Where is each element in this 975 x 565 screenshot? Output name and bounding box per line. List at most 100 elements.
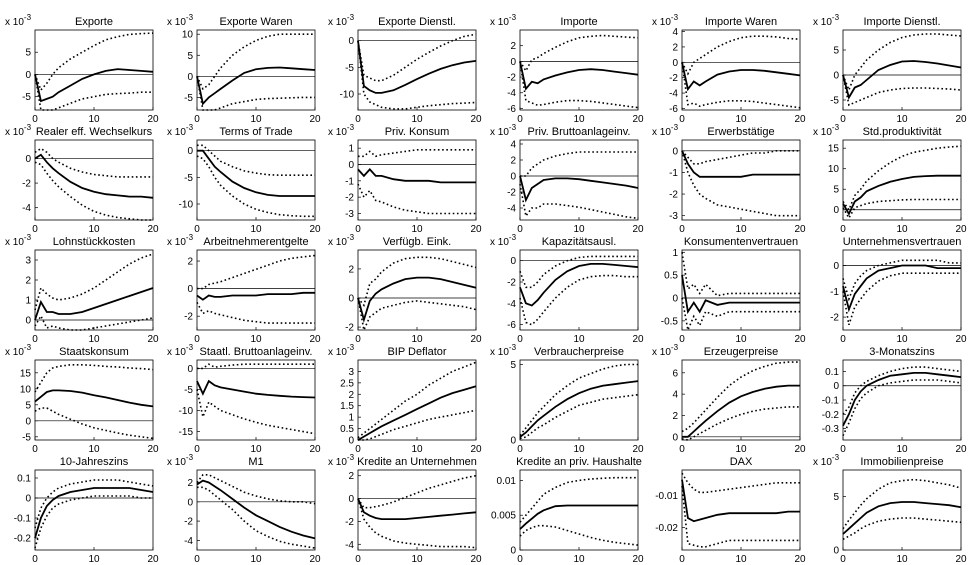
exponent-label: x 10-3 xyxy=(5,123,32,138)
response-line xyxy=(357,168,476,184)
axes-frame xyxy=(681,359,801,441)
y-tick-label: 6 xyxy=(672,368,678,379)
panel-title: 3-Monatszins xyxy=(869,346,935,358)
x-tick-label: 20 xyxy=(794,444,806,455)
upper-band-line xyxy=(34,147,153,178)
y-tick-label: -2 xyxy=(507,278,516,289)
x-tick-label: 20 xyxy=(470,554,482,565)
y-tick-label: 0 xyxy=(348,436,354,447)
exponent-label: x 10-3 xyxy=(813,13,840,28)
x-tick-label: 0 xyxy=(194,114,200,125)
panel-title: Staatl. Bruttoanlageinv. xyxy=(200,346,313,358)
y-tick-label: 0.1 xyxy=(17,474,31,485)
response-line xyxy=(842,264,961,313)
axes-frame xyxy=(842,139,962,221)
y-tick-label: 0 xyxy=(348,160,354,171)
y-tick-label: -10 xyxy=(179,200,194,211)
y-tick-label: 2 xyxy=(348,390,354,401)
y-tick-label: 1 xyxy=(25,296,31,307)
y-tick-label: -5 xyxy=(22,92,31,103)
exponent-label: x 10-3 xyxy=(652,123,679,138)
lower-band-line xyxy=(34,74,153,111)
panel-title: DAX xyxy=(730,456,753,468)
upper-band-line xyxy=(357,256,477,308)
response-line xyxy=(34,68,154,103)
upper-band-line xyxy=(842,259,961,302)
x-tick-label: 10 xyxy=(411,444,423,455)
x-tick-label: 10 xyxy=(735,554,747,565)
panel-title: Importe Waren xyxy=(705,16,777,28)
axes-frame xyxy=(519,249,639,331)
x-tick-label: 20 xyxy=(470,224,482,235)
axes-frame xyxy=(357,29,477,111)
response-line xyxy=(357,276,477,324)
y-tick-label: -15 xyxy=(179,427,194,438)
lower-band-line xyxy=(519,183,639,220)
y-tick-label: 5 xyxy=(833,185,839,196)
y-tick-label: 4 xyxy=(672,27,678,38)
exponent-label: x 10-3 xyxy=(167,13,194,28)
panel-title: Verfügb. Eink. xyxy=(383,236,452,248)
exponent-label: x 10-3 xyxy=(652,13,679,28)
y-tick-label: 0 xyxy=(348,494,354,505)
response-line xyxy=(196,479,316,540)
response-line xyxy=(357,385,477,441)
upper-band-line xyxy=(842,145,962,212)
x-tick-label: 10 xyxy=(573,114,585,125)
x-tick-label: 10 xyxy=(411,224,423,235)
exponent-label: x 10-3 xyxy=(5,233,32,248)
panel-17: Unternehmensvertrauen -2 -1 0 0 10 20 xyxy=(830,236,967,345)
y-tick-label: 10 xyxy=(828,164,840,175)
y-tick-label: 2 xyxy=(25,276,31,287)
y-tick-label: 0 xyxy=(510,436,516,447)
panel-title: Unternehmensvertrauen xyxy=(843,236,962,248)
y-tick-label: -4 xyxy=(184,536,193,547)
x-tick-label: 20 xyxy=(309,444,321,455)
y-tick-label: 10 xyxy=(182,30,194,41)
x-tick-label: 20 xyxy=(632,334,644,345)
y-tick-label: -0.3 xyxy=(822,424,840,435)
y-tick-label: 0 xyxy=(25,494,31,505)
x-tick-label: 0 xyxy=(517,554,523,565)
axes-frame xyxy=(519,469,639,551)
upper-band-line xyxy=(34,32,154,92)
y-tick-label: 0 xyxy=(25,154,31,165)
x-tick-label: 10 xyxy=(88,444,100,455)
x-tick-label: 10 xyxy=(411,554,423,565)
lower-band-line xyxy=(842,379,962,437)
lower-band-line xyxy=(34,495,153,549)
lower-band-line xyxy=(357,498,477,549)
upper-band-line xyxy=(842,478,962,530)
panel-28: DAX -0.02 -0.01 0 10 20 xyxy=(655,456,806,565)
upper-band-line xyxy=(842,33,962,93)
y-tick-label: -5 xyxy=(830,96,839,107)
response-line xyxy=(196,66,316,106)
y-tick-label: 1.5 xyxy=(340,401,354,412)
y-tick-label: -2 xyxy=(669,190,678,201)
x-tick-label: 10 xyxy=(735,334,747,345)
response-line xyxy=(519,380,639,438)
panel-title: Erwerbstätige xyxy=(707,126,774,138)
x-tick-label: 10 xyxy=(573,334,585,345)
exponent-label: x 10-3 xyxy=(167,343,194,358)
y-tick-label: 5 xyxy=(187,51,193,62)
y-tick-label: 0 xyxy=(833,261,839,272)
y-tick-label: 2 xyxy=(510,156,516,167)
exponent-label: x 10-3 xyxy=(167,233,194,248)
panel-4: Importe Waren x 10-3 -6 -4 -2 0 2 4 0 10 20 xyxy=(652,13,806,125)
upper-band-line xyxy=(197,254,316,290)
response-line xyxy=(681,274,800,315)
y-tick-label: 0 xyxy=(187,284,193,295)
x-tick-label: 0 xyxy=(679,224,685,235)
response-line xyxy=(34,153,154,199)
y-tick-label: -5 xyxy=(184,173,193,184)
y-tick-label: 0 xyxy=(672,432,678,443)
x-tick-label: 0 xyxy=(840,224,846,235)
exponent-label: x 10-3 xyxy=(5,343,32,358)
exponent-label: x 10-3 xyxy=(328,343,355,358)
